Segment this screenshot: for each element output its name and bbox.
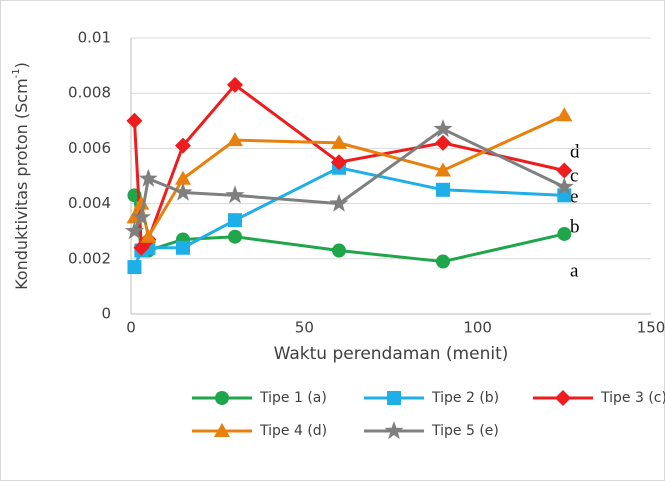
data-point <box>126 112 143 129</box>
data-point <box>173 182 193 201</box>
data-point <box>331 154 347 171</box>
legend-label: Tipe 5 (e) <box>431 423 499 439</box>
data-point <box>436 254 450 269</box>
legend-label: Tipe 4 (d) <box>259 423 327 439</box>
data-point <box>227 76 243 93</box>
y-tick-label: 0 <box>101 305 111 323</box>
annotation: b <box>570 216 580 237</box>
y-tick-label: 0.004 <box>68 194 111 212</box>
data-point <box>138 168 158 187</box>
data-point <box>127 260 142 275</box>
legend-label: Tipe 1 (a) <box>259 390 327 406</box>
data-point <box>228 213 242 228</box>
legend-label: Tipe 2 (b) <box>431 390 499 406</box>
y-axis-label-main: Konduktivitas proton (Scm <box>12 78 31 290</box>
legend-marker <box>384 421 404 440</box>
data-point <box>228 229 242 244</box>
annotation: e <box>570 186 578 207</box>
legend-label: Tipe 3 (c) <box>600 390 665 406</box>
data-point <box>435 162 451 177</box>
data-point <box>176 240 190 255</box>
x-tick-label: 100 <box>463 319 492 337</box>
y-axis-label-end: ) <box>12 62 31 68</box>
legend-marker <box>387 391 401 405</box>
annotation: a <box>570 260 579 281</box>
data-point <box>557 226 572 241</box>
legend-marker <box>215 391 229 405</box>
y-tick-label: 0.002 <box>68 249 111 267</box>
data-point <box>556 162 573 179</box>
legend-marker <box>214 423 230 437</box>
data-point <box>175 137 191 154</box>
y-tick-label: 0.008 <box>68 84 111 102</box>
x-tick-label: 0 <box>126 319 136 337</box>
y-tick-label: 0.01 <box>78 29 111 47</box>
data-point <box>554 177 574 196</box>
data-point <box>175 170 191 185</box>
y-tick-label: 0.006 <box>68 139 111 157</box>
y-axis-label: Konduktivitas proton (Scm-1) <box>11 62 31 290</box>
y-axis-label-sup: -1 <box>11 68 22 78</box>
x-axis-label: Waktu perendaman (menit) <box>274 344 509 364</box>
data-point <box>332 243 346 258</box>
data-point <box>125 221 144 240</box>
data-point <box>556 107 573 122</box>
data-point <box>433 119 453 138</box>
data-point <box>435 134 451 151</box>
data-point <box>227 132 243 147</box>
data-point <box>329 193 349 212</box>
data-point <box>225 185 245 204</box>
data-point <box>133 195 150 210</box>
annotation: d <box>570 141 580 162</box>
legend-marker <box>555 390 571 406</box>
annotation: c <box>570 165 578 186</box>
x-tick-label: 50 <box>295 319 314 337</box>
x-tick-label: 150 <box>637 319 665 337</box>
data-point <box>331 134 347 149</box>
data-point <box>436 182 450 197</box>
data-point <box>131 207 151 226</box>
data-point <box>140 228 157 243</box>
